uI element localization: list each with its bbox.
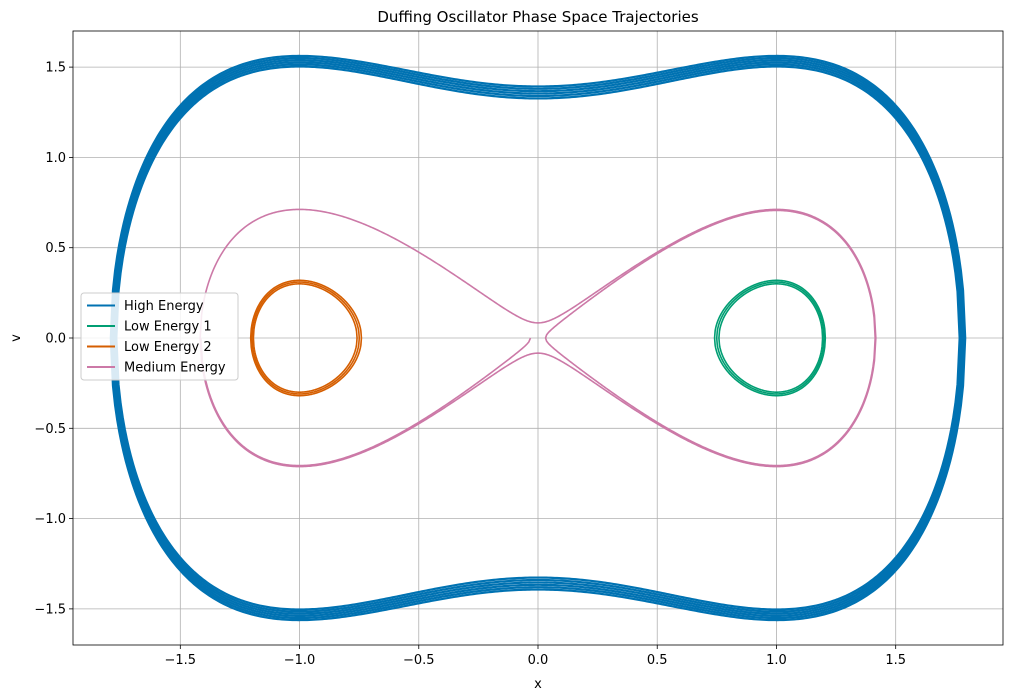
orbit-line	[251, 281, 361, 395]
y-tick-label: −1.0	[34, 512, 66, 527]
legend-label: Medium Energy	[124, 361, 226, 376]
orbit-line	[249, 279, 363, 397]
y-tick-label: 0.5	[45, 241, 66, 256]
y-axis-label: v	[9, 334, 24, 342]
orbit-line	[718, 283, 824, 393]
series-medium-energy	[199, 208, 877, 468]
legend-box	[80, 292, 239, 381]
x-tick-label: −0.5	[403, 653, 435, 668]
orbit-line	[544, 209, 876, 467]
orbit-line	[713, 279, 827, 397]
legend-label: High Energy	[124, 299, 204, 314]
x-axis-label: x	[534, 677, 542, 692]
y-tick-label: −0.5	[34, 422, 66, 437]
orbit-line	[113, 61, 963, 615]
y-tick-label: 1.5	[45, 61, 66, 76]
orbit-line	[109, 54, 967, 622]
orbit-line	[715, 281, 825, 395]
series-low-energy-1	[713, 279, 827, 397]
orbit-line	[114, 63, 962, 613]
x-tick-label: −1.0	[284, 653, 316, 668]
orbit-line	[115, 65, 961, 611]
plot-series	[109, 54, 967, 622]
y-tick-label: 1.0	[45, 151, 66, 166]
series-high-energy	[109, 54, 967, 622]
x-tick-label: −1.5	[165, 653, 197, 668]
legend: High Energy Low Energy 1 Low Energy 2 Mediu…	[80, 292, 239, 381]
axis-ticks: −1.5 −1.0 −0.5 0.0 0.5 1.0 1.5 −1.5 −1.0 −0.5 0.0 0…	[34, 61, 906, 668]
legend-label: Low Energy 2	[124, 340, 212, 355]
y-tick-label: −1.5	[34, 602, 66, 617]
x-tick-label: 0.5	[647, 653, 668, 668]
orbit-line	[252, 283, 358, 393]
chart-title: Duffing Oscillator Phase Space Trajector…	[377, 8, 699, 26]
legend-label: Low Energy 1	[124, 320, 212, 335]
x-tick-label: 1.0	[766, 653, 787, 668]
x-tick-label: 0.0	[528, 653, 549, 668]
orbit-line	[200, 337, 532, 467]
y-tick-label: 0.0	[45, 332, 66, 347]
grid	[73, 31, 1003, 645]
series-low-energy-2	[249, 279, 363, 397]
x-tick-label: 1.5	[885, 653, 906, 668]
